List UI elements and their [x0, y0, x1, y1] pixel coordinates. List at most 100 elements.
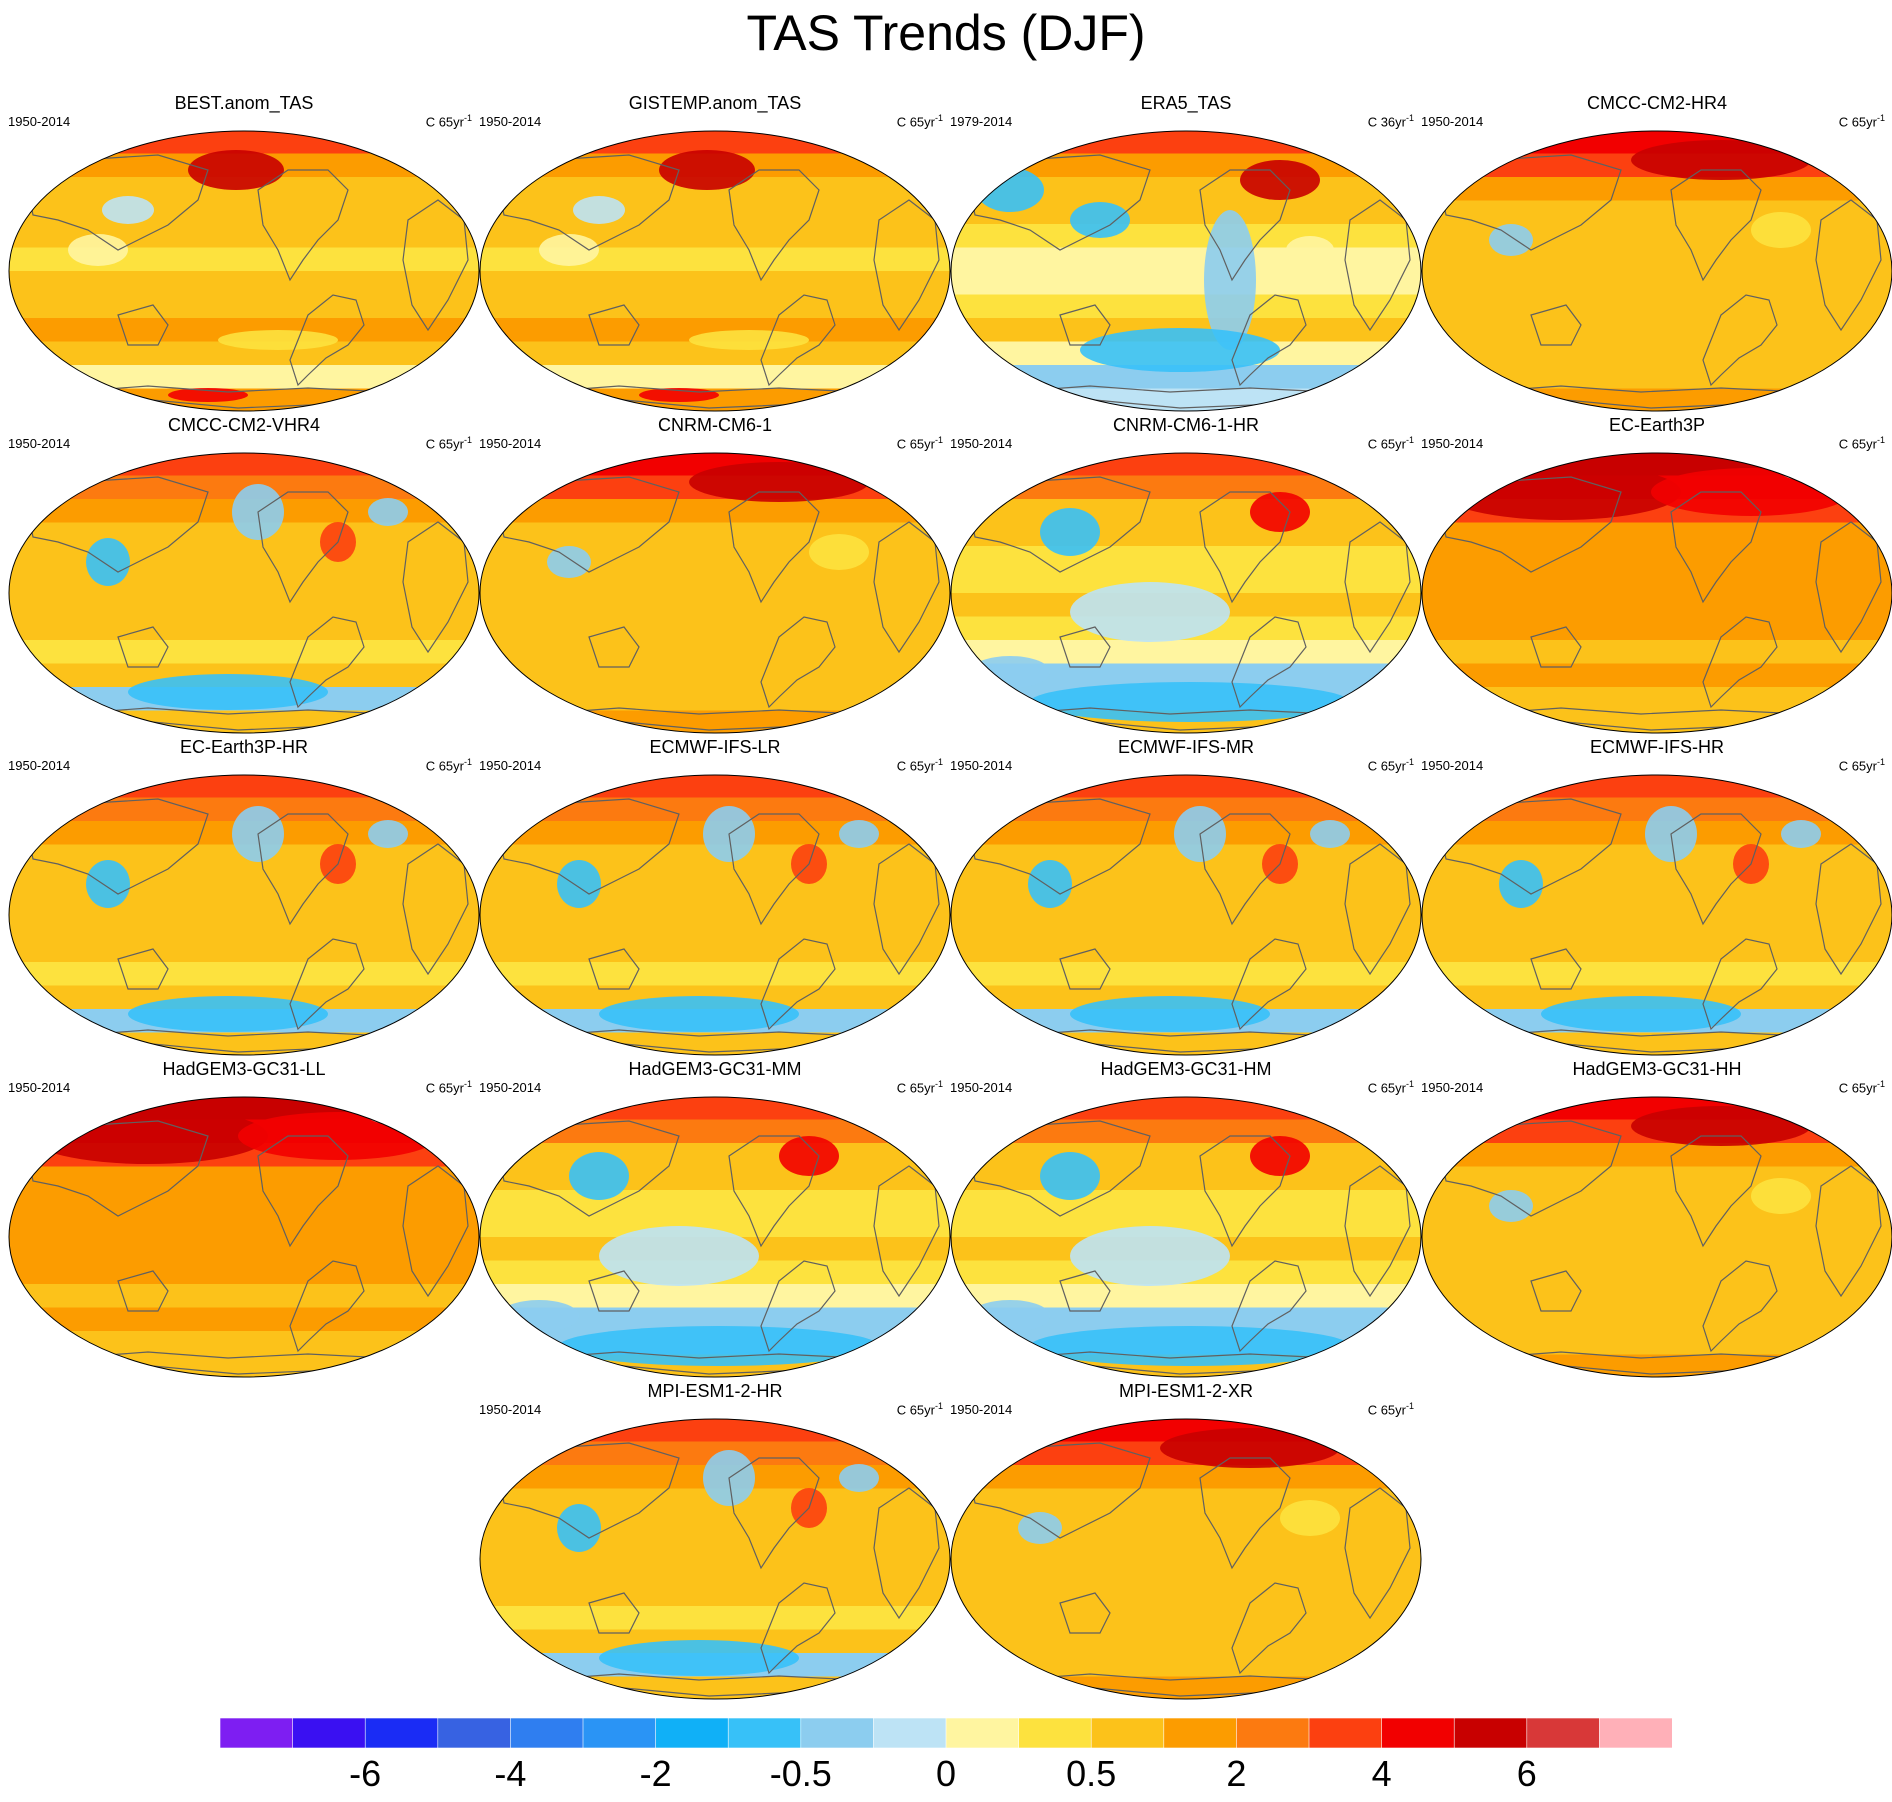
colorbar-swatch [1526, 1718, 1601, 1748]
trend-band [951, 1119, 1421, 1144]
coastline [1009, 707, 1371, 731]
map-outline [1421, 774, 1892, 1056]
map-panel: EC-Earth3P 1950-2014 C 65yr-1 [1421, 414, 1892, 734]
trend-band [480, 868, 950, 893]
world-map [8, 1096, 480, 1378]
coastline [67, 1351, 429, 1375]
panel-period: 1950-2014 [8, 758, 71, 773]
trend-band [9, 1260, 479, 1285]
panel-units: C 65yr-1 [897, 1398, 943, 1418]
trend-band [480, 1676, 950, 1699]
panel-period: 1950-2014 [8, 436, 71, 451]
trend-anomaly-region [557, 1504, 601, 1552]
units-exponent: -1 [934, 1079, 943, 1089]
trend-band [1422, 546, 1892, 571]
trend-anomaly-region [1080, 328, 1280, 372]
map-panel: MPI-ESM1-2-XR 1950-2014 C 65yr-1 [950, 1380, 1422, 1700]
trend-band [951, 775, 1421, 799]
trend-band [9, 593, 479, 618]
trend-band [480, 1166, 950, 1191]
map-outline [950, 130, 1422, 412]
panel-title: EC-Earth3P-HR [179, 737, 309, 757]
colorbar-swatch [1090, 1718, 1165, 1748]
coastline [969, 798, 1151, 895]
trend-anomaly-region [1070, 996, 1270, 1032]
units-text: C 65yr [425, 436, 464, 452]
trend-anomaly-region [1286, 236, 1334, 264]
coastline [873, 1487, 940, 1620]
units-text: C 65yr [1367, 1080, 1406, 1096]
coastline [760, 1582, 836, 1675]
coastline [257, 813, 349, 926]
units-exponent: -1 [934, 757, 943, 767]
trend-band [951, 1629, 1421, 1654]
trend-band [9, 938, 479, 963]
colorbar-tick-label: 6 [1516, 1753, 1537, 1794]
trend-anomaly-region [1070, 582, 1230, 642]
trend-anomaly-region [599, 1640, 799, 1676]
map-outline [479, 130, 951, 412]
world-map [1421, 452, 1892, 734]
coastline [1059, 948, 1111, 990]
trend-band [480, 663, 950, 688]
colorbar-swatch [220, 1718, 294, 1748]
trend-anomaly-region [1018, 1512, 1062, 1544]
trend-anomaly-region [128, 996, 328, 1032]
trend-band [1422, 938, 1892, 963]
panel-title: ERA5_TAS [1140, 93, 1232, 113]
trend-band [1422, 247, 1892, 272]
units-exponent: -1 [463, 757, 472, 767]
trend-band [951, 499, 1421, 524]
trend-band [480, 593, 950, 618]
trend-band [480, 710, 950, 733]
world-map [479, 130, 951, 412]
coastline [498, 1120, 680, 1217]
map-panel: HadGEM3-GC31-HM 1950-2014 C 65yr-1 [950, 1058, 1422, 1378]
coastline [1059, 1592, 1111, 1634]
panel-period: 1950-2014 [1421, 758, 1484, 773]
trend-band [1422, 640, 1892, 665]
coastline [1009, 1673, 1371, 1697]
trend-anomaly-region [559, 1326, 879, 1366]
map-outline [8, 452, 480, 734]
coastline [760, 294, 836, 387]
trend-band [1422, 616, 1892, 641]
world-map [950, 774, 1422, 1056]
coastline [1670, 169, 1762, 282]
coastline [538, 1673, 900, 1697]
panel-units: C 65yr-1 [1839, 110, 1885, 130]
trend-anomaly-region [1441, 464, 1681, 520]
trend-band [1422, 593, 1892, 618]
trend-anomaly-region [128, 674, 328, 710]
coastline [257, 169, 349, 282]
trend-band [480, 522, 950, 547]
panel-units: C 65yr-1 [1368, 1398, 1414, 1418]
world-map [1421, 1096, 1892, 1378]
units-exponent: -1 [1405, 1401, 1414, 1411]
world-map [8, 774, 480, 1056]
map-panel: ECMWF-IFS-HR 1950-2014 C 65yr-1 [1421, 736, 1892, 1056]
colorbar-tick-label: 2 [1226, 1753, 1247, 1794]
units-exponent: -1 [1876, 1079, 1885, 1089]
trend-band [951, 1032, 1421, 1055]
panel-units: C 65yr-1 [897, 754, 943, 774]
trend-band [480, 1097, 950, 1121]
coastline [402, 1165, 469, 1298]
trend-band [480, 200, 950, 225]
world-map [950, 452, 1422, 734]
coastline [117, 1270, 169, 1312]
world-map [479, 774, 951, 1056]
trend-band [9, 775, 479, 799]
colorbar-tick-label: -2 [639, 1753, 672, 1794]
trend-band [1422, 388, 1892, 411]
map-panel: CMCC-CM2-VHR4 1950-2014 C 65yr-1 [8, 414, 480, 734]
map-outline [479, 1418, 951, 1700]
coastline [760, 616, 836, 709]
trend-anomaly-region [368, 820, 408, 848]
panel-title: MPI-ESM1-2-XR [1118, 1381, 1253, 1401]
coastline [1815, 199, 1882, 332]
coastline [1702, 294, 1778, 387]
panel-units: C 65yr-1 [1368, 1076, 1414, 1096]
trend-band [480, 1559, 950, 1584]
coastline [27, 798, 209, 895]
